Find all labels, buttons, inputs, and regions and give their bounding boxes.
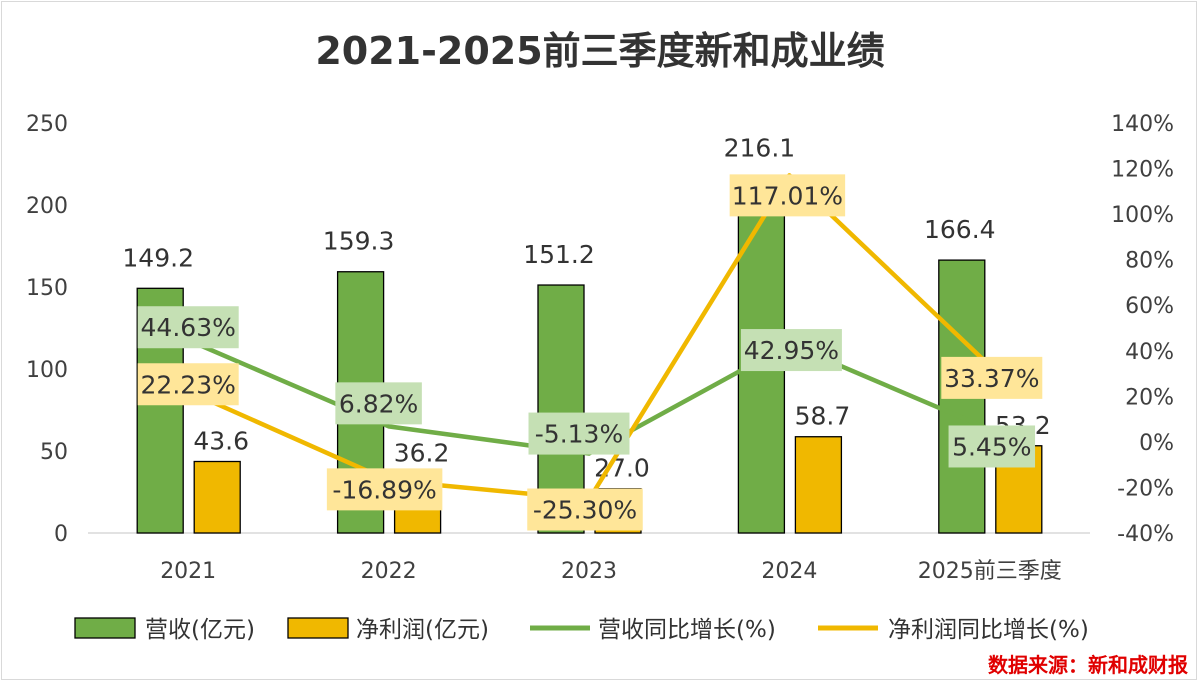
revenue-bar-label: 166.4 (924, 215, 996, 244)
y-left-tick: 100 (26, 358, 68, 383)
revenue-growth-label-box (948, 425, 1036, 468)
revenue-growth-label: 5.45% (952, 432, 1031, 461)
revenue-growth-label-box (740, 329, 842, 372)
x-tick-label: 2025前三季度 (918, 559, 1062, 584)
profit-bar (193, 460, 241, 534)
revenue-growth-label-box (528, 412, 630, 455)
legend-label-revenue-growth: 营收同比增长(%) (598, 617, 776, 643)
legend-label-revenue: 营收(亿元) (145, 617, 255, 643)
profit-bar-label: 58.7 (795, 402, 851, 431)
revenue-growth-label: 44.63% (141, 313, 236, 342)
y-right-tick: 0% (1139, 431, 1174, 456)
revenue-growth-label-box (137, 306, 239, 349)
y-right-tick: 20% (1125, 385, 1174, 410)
y-right-tick: 120% (1111, 158, 1174, 183)
y-right-tick: -40% (1117, 522, 1174, 547)
revenue-bar-label: 151.2 (523, 240, 595, 269)
x-tick-label: 2024 (761, 559, 817, 584)
y-right-tick: 80% (1125, 249, 1174, 274)
revenue-bar-label: 216.1 (724, 134, 796, 163)
chart-title: 2021-2025前三季度新和成业绩 (315, 29, 884, 73)
revenue-growth-label: -5.13% (535, 420, 623, 449)
profit-growth-label-box (729, 174, 846, 217)
profit-growth-label-box (137, 363, 239, 406)
profit-growth-label: 22.23% (141, 370, 236, 399)
revenue-growth-label-box (335, 382, 422, 425)
y-right-tick: 140% (1111, 112, 1174, 137)
profit-bar (794, 436, 843, 534)
revenue-growth-label: 42.95% (744, 336, 839, 365)
legend-swatch-revenue (74, 617, 136, 639)
x-tick-label: 2023 (561, 559, 617, 584)
y-left-tick: 200 (26, 194, 68, 219)
profit-growth-label-box (326, 468, 443, 511)
x-tick-label: 2022 (361, 559, 417, 584)
y-left-tick: 0 (54, 522, 68, 547)
legend: 营收(亿元) 净利润(亿元) 营收同比增长(%) 净利润同比增长(%) (74, 617, 1089, 643)
line-labels: 44.63% 6.82% -5.13% 42.95% 5.45% 22.23% -16.89… (137, 174, 1043, 531)
x-tick-label: 2021 (160, 559, 216, 584)
profit-growth-label-box (527, 488, 643, 531)
revenue-growth-label: 6.82% (339, 389, 418, 418)
profit-growth-label-box (941, 356, 1043, 399)
profit-bar-label: 43.6 (193, 426, 249, 455)
y-right-tick: 100% (1111, 203, 1174, 228)
source-note: 数据来源：新和成财报 (988, 653, 1188, 677)
profit-growth-label: -16.89% (332, 475, 436, 504)
legend-label-profit-growth: 净利润同比增长(%) (888, 617, 1089, 643)
y-right-tick: 60% (1125, 294, 1174, 319)
y-left-tick: 50 (40, 440, 68, 465)
y-right-tick: -20% (1117, 476, 1174, 501)
profit-growth-label: 33.37% (944, 364, 1039, 393)
bars (136, 177, 1043, 534)
profit-growth-label: 117.01% (732, 181, 843, 210)
axes: 250 200 150 100 50 0 140% 120% 100% 80% 60% 40% 20% 0… (26, 112, 1174, 584)
revenue-bar-label: 159.3 (323, 227, 395, 256)
y-right-tick: 40% (1125, 340, 1174, 365)
profit-bar-label: 36.2 (394, 439, 450, 468)
y-left-tick: 250 (26, 112, 68, 137)
y-left-tick: 150 (26, 276, 68, 301)
revenue-bar-label: 149.2 (122, 243, 194, 272)
legend-swatch-profit (287, 617, 349, 639)
profit-growth-label: -25.30% (533, 496, 637, 525)
legend-label-profit: 净利润(亿元) (356, 617, 489, 643)
